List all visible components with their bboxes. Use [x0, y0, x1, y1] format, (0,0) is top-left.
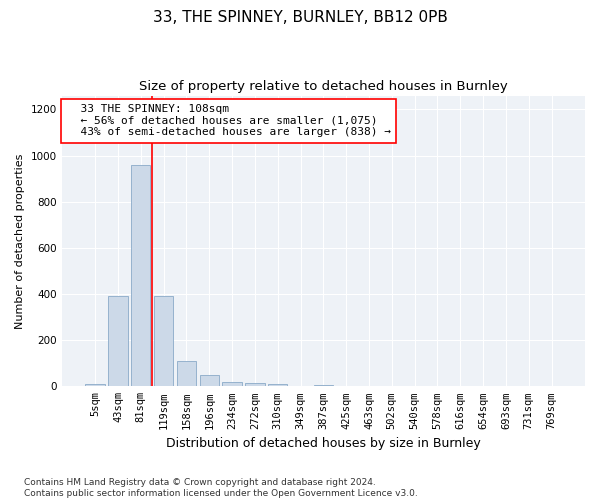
Text: Contains HM Land Registry data © Crown copyright and database right 2024.
Contai: Contains HM Land Registry data © Crown c… [24, 478, 418, 498]
X-axis label: Distribution of detached houses by size in Burnley: Distribution of detached houses by size … [166, 437, 481, 450]
Bar [131, 165, 151, 386]
Bar [223, 382, 242, 386]
Bar [245, 383, 265, 386]
Bar [108, 296, 128, 386]
Text: 33, THE SPINNEY, BURNLEY, BB12 0PB: 33, THE SPINNEY, BURNLEY, BB12 0PB [152, 10, 448, 25]
Bar [200, 375, 219, 386]
Text: 33 THE SPINNEY: 108sqm
  ← 56% of detached houses are smaller (1,075)
  43% of s: 33 THE SPINNEY: 108sqm ← 56% of detached… [67, 104, 391, 138]
Bar [154, 296, 173, 386]
Bar [314, 385, 333, 386]
Bar [177, 361, 196, 386]
Bar [85, 384, 105, 386]
Title: Size of property relative to detached houses in Burnley: Size of property relative to detached ho… [139, 80, 508, 93]
Y-axis label: Number of detached properties: Number of detached properties [15, 153, 25, 328]
Bar [268, 384, 287, 386]
